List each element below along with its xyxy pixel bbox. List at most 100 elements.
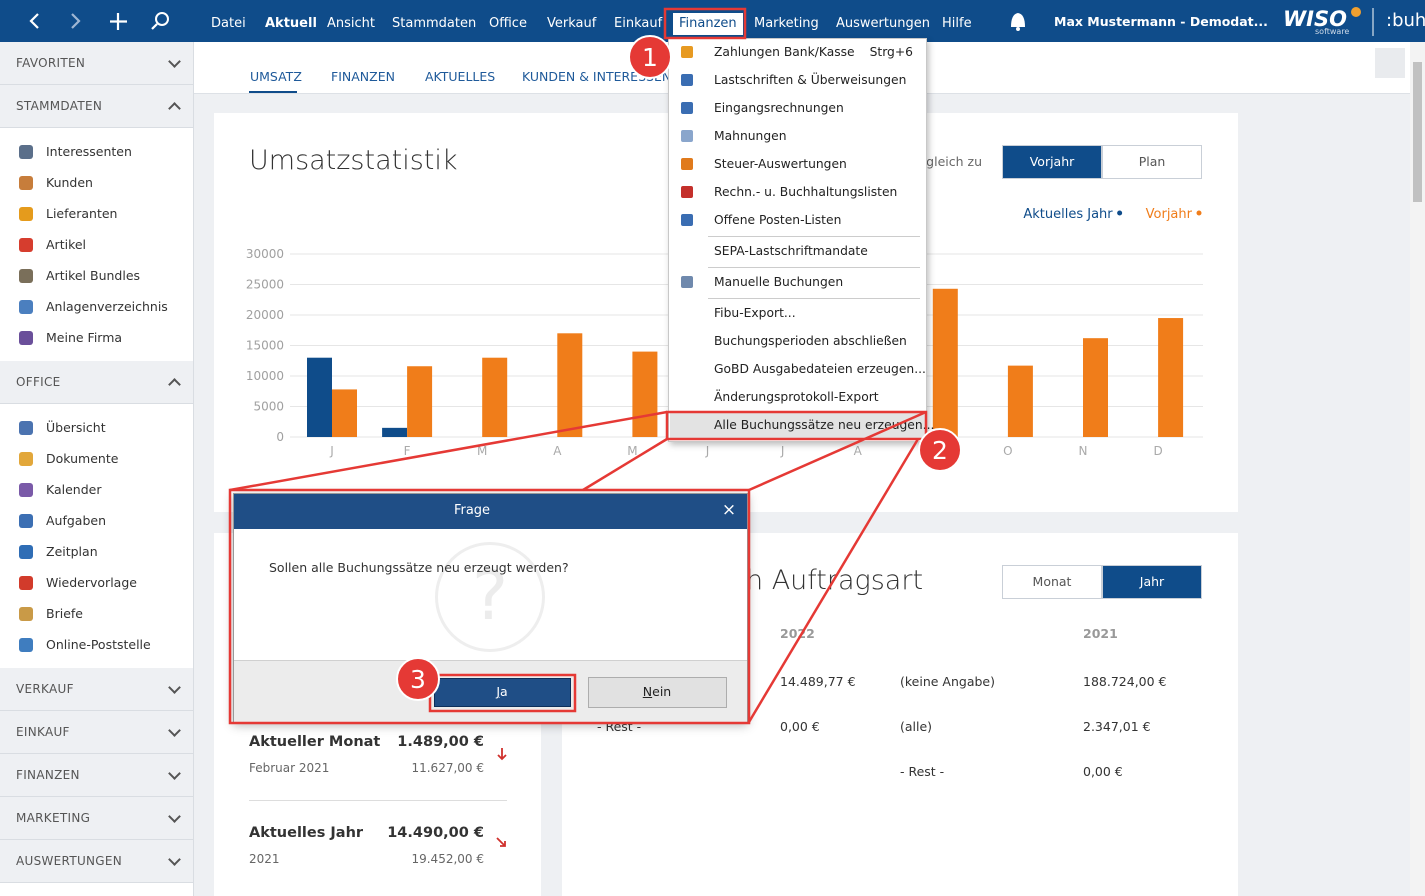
- summary-label: Aktueller Monat: [249, 734, 381, 750]
- sidebar-item[interactable]: Übersicht: [46, 420, 106, 435]
- summary-label: Aktuelles Jahr: [249, 825, 364, 841]
- sidebar-section-header[interactable]: [0, 361, 193, 404]
- x-tick-label: J: [705, 444, 710, 458]
- dialog-close[interactable]: ×: [721, 500, 737, 520]
- tab[interactable]: UMSATZ: [250, 69, 302, 84]
- sidebar-section-header[interactable]: [0, 797, 193, 840]
- dropdown-menu: [668, 38, 927, 442]
- sidebar-section-header[interactable]: [0, 711, 193, 754]
- menu-item[interactable]: Rechn.- u. Buchhaltungslisten: [714, 185, 898, 199]
- tab-underline: [249, 91, 297, 93]
- menu-item[interactable]: Marketing: [754, 16, 819, 31]
- sidebar-section-header[interactable]: [0, 840, 193, 883]
- dialog-message: Sollen alle Buchungssätze neu erzeugt we…: [269, 560, 569, 575]
- sidebar-section-title: AUSWERTUNGEN: [16, 854, 123, 868]
- menu-item[interactable]: Stammdaten: [392, 16, 477, 31]
- x-tick-label: J: [780, 444, 785, 458]
- menu-item[interactable]: Verkauf: [547, 16, 597, 31]
- sidebar-item[interactable]: Kunden: [46, 175, 93, 190]
- bar: [632, 351, 658, 437]
- menu-item[interactable]: Auswertungen: [836, 16, 930, 31]
- panel-button[interactable]: [1375, 48, 1405, 78]
- sidebar-item[interactable]: Artikel Bundles: [46, 268, 141, 283]
- sidebar-section-title: STAMMDATEN: [16, 99, 103, 113]
- summary-previous: 11.627,00 €: [411, 761, 484, 775]
- x-tick-label: A: [854, 444, 863, 458]
- row-label: (alle): [900, 719, 933, 734]
- menu-item[interactable]: Offene Posten-Listen: [714, 213, 842, 227]
- menu-item[interactable]: Ansicht: [327, 16, 376, 31]
- menu-item[interactable]: Finanzen: [673, 13, 743, 35]
- sidebar-item[interactable]: Dokumente: [46, 451, 119, 466]
- menu-item[interactable]: Steuer-Auswertungen: [714, 157, 847, 171]
- menu-item[interactable]: Eingangsrechnungen: [714, 101, 844, 115]
- legend-dot: [1117, 210, 1123, 216]
- sidebar-section-header[interactable]: [0, 668, 193, 711]
- card-title: Umsatzstatistik: [249, 145, 458, 176]
- sidebar-item[interactable]: Lieferanten: [46, 206, 118, 221]
- bar: [1083, 338, 1108, 437]
- toggle-button[interactable]: [1102, 145, 1202, 179]
- sidebar-icon: [19, 238, 33, 252]
- menu-item[interactable]: GoBD Ausgabedateien erzeugen...: [714, 362, 926, 376]
- tab[interactable]: AKTUELLES: [425, 69, 496, 84]
- menu-item[interactable]: Datei: [211, 16, 246, 31]
- legend-label: Vorjahr: [1146, 207, 1193, 222]
- menu-item[interactable]: Alle Buchungssätze neu erzeugen...: [714, 418, 935, 432]
- sidebar-section-header[interactable]: [0, 42, 193, 85]
- menu-icon: [681, 276, 693, 288]
- menu-item[interactable]: Lastschriften & Überweisungen: [714, 73, 907, 87]
- sidebar-icon: [19, 452, 33, 466]
- sidebar-icon: [19, 483, 33, 497]
- x-tick-label: A: [553, 444, 562, 458]
- logo-sub: software: [1315, 27, 1350, 36]
- menu-item[interactable]: Fibu-Export...: [714, 306, 796, 320]
- menu-item[interactable]: Einkauf: [614, 16, 663, 31]
- sidebar-item[interactable]: Aufgaben: [46, 513, 107, 528]
- x-tick-label: N: [1079, 444, 1088, 458]
- menu-item[interactable]: Manuelle Buchungen: [714, 275, 844, 289]
- menu-item[interactable]: Zahlungen Bank/Kasse: [714, 45, 855, 59]
- toggle-button[interactable]: [1102, 565, 1202, 599]
- sidebar-item[interactable]: Meine Firma: [46, 330, 123, 345]
- column-header: 2022: [780, 626, 815, 641]
- sidebar-item[interactable]: Briefe: [46, 606, 83, 621]
- menu-separator: [708, 298, 920, 299]
- menu-icon: [681, 214, 693, 226]
- y-tick-label: 10000: [246, 369, 284, 383]
- sidebar-icon: [19, 145, 33, 159]
- menu-item[interactable]: Hilfe: [942, 16, 972, 31]
- toggle-button[interactable]: [1002, 145, 1102, 179]
- scroll-thumb[interactable]: [1413, 62, 1422, 202]
- button-label[interactable]: Nein: [642, 684, 672, 699]
- divider: [249, 800, 507, 801]
- menu-item[interactable]: Aktuell: [265, 16, 317, 31]
- tab[interactable]: FINANZEN: [331, 69, 395, 84]
- sidebar-item[interactable]: Zeitplan: [46, 544, 98, 559]
- sidebar-icon: [19, 545, 33, 559]
- menu-icon: [681, 186, 693, 198]
- sidebar-item[interactable]: Kalender: [46, 482, 102, 497]
- sidebar-section-header[interactable]: [0, 754, 193, 797]
- sidebar-section-title: FAVORITEN: [16, 56, 86, 70]
- sidebar-item[interactable]: Online-Poststelle: [46, 637, 151, 652]
- toggle-label[interactable]: Monat: [1032, 574, 1072, 589]
- toggle-label[interactable]: Jahr: [1139, 574, 1165, 589]
- sidebar-item[interactable]: Wiedervorlage: [46, 575, 137, 590]
- menu-item[interactable]: SEPA-Lastschriftmandate: [714, 244, 868, 258]
- menu-item[interactable]: Mahnungen: [714, 129, 787, 143]
- toggle-button[interactable]: [1002, 565, 1102, 599]
- row-label: (keine Angabe): [900, 674, 995, 689]
- brand: :buhl: [1386, 10, 1425, 31]
- toggle-label[interactable]: Plan: [1138, 154, 1166, 169]
- sidebar-item[interactable]: Interessenten: [46, 144, 132, 159]
- sidebar-item[interactable]: Anlagenverzeichnis: [46, 299, 168, 314]
- user-name: Max Mustermann - Demodat...: [1054, 14, 1268, 29]
- menu-item[interactable]: Buchungsperioden abschließen: [714, 334, 907, 348]
- sidebar-section-header[interactable]: [0, 85, 193, 128]
- menu-item[interactable]: Änderungsprotokoll-Export: [714, 390, 879, 404]
- menu-item[interactable]: Office: [489, 16, 527, 31]
- sidebar-item[interactable]: Artikel: [46, 237, 87, 252]
- legend-label: Aktuelles Jahr: [1023, 207, 1113, 222]
- toggle-label[interactable]: Vorjahr: [1029, 154, 1075, 169]
